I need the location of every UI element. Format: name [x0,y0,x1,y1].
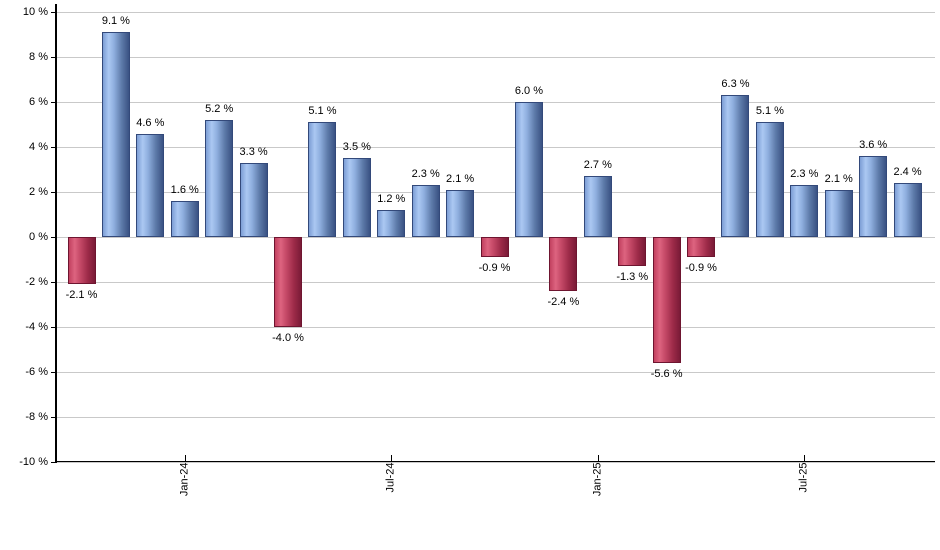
bar-value-label: 2.4 % [893,166,922,178]
bar-value-label: -2.4 % [547,296,580,308]
bar-value-label: 6.0 % [514,85,544,97]
x-axis-tick-label: Jan-24 [178,462,191,497]
gridline [57,147,935,148]
y-axis-tick [51,237,57,238]
gridline [57,57,935,58]
gridline [57,372,935,373]
y-axis-tick [51,282,57,283]
x-axis-tick-label: Jul-24 [384,462,397,493]
bar-value-label: 2.1 % [824,172,853,185]
bar-value-label: 3.5 % [342,141,371,154]
bar-value-label: -2.1 % [65,289,98,302]
y-axis-tick-label: -6 % [25,366,48,378]
bar-value-label: -4.0 % [272,332,304,344]
y-axis-tick [51,462,57,463]
bar-positive [170,201,199,237]
bar-value-label: 6.3 % [721,78,750,91]
y-axis-tick-label: -4 % [25,321,48,333]
bar-negative [480,237,509,258]
y-axis-tick-label: -2 % [25,276,48,288]
bar-positive [755,122,784,237]
bar-value-label: 5.2 % [205,103,234,115]
y-axis-tick-label: 4 % [29,141,48,153]
bar-value-label: 3.6 % [859,139,888,151]
gridline [57,282,935,283]
y-axis-tick [51,372,57,373]
x-axis-tick [391,455,393,462]
y-axis-tick-label: -10 % [19,456,48,468]
bar-positive [136,133,165,237]
bar-positive [239,162,268,237]
bar-value-label: -1.3 % [616,271,649,284]
y-axis-tick [51,102,57,103]
bar-value-label: 9.1 % [101,15,130,28]
x-axis-tick [184,455,186,462]
bar-negative [618,237,647,267]
bar-positive [377,210,406,237]
y-axis-tick [51,327,57,328]
bar-positive [308,122,337,237]
y-axis-tick-label: 8 % [29,51,48,63]
y-axis-tick [51,12,57,13]
x-axis-tick [597,455,599,462]
bar-positive [446,189,475,237]
y-axis-tick-label: 6 % [29,96,48,108]
bar-positive [514,102,543,237]
bar-value-label: 2.1 % [446,172,475,185]
bar-value-label: 4.6 % [136,116,165,129]
x-axis-tick [804,455,806,462]
bar-positive [101,32,130,237]
y-axis-line [55,4,57,463]
bar-negative [652,237,681,363]
bar-value-label: -0.9 % [478,262,511,275]
bar-value-label: 2.3 % [790,168,819,181]
bar-value-label: -5.6 % [650,368,683,380]
bar-negative [274,237,303,327]
y-axis-tick-label: 10 % [22,6,48,18]
bar-negative [687,237,716,258]
y-axis-tick [51,147,57,148]
gridline [57,12,935,13]
y-axis-tick [51,192,57,193]
bar-positive [205,120,234,237]
bar-positive [893,183,922,237]
bar-negative [549,237,578,291]
bar-value-label: 2.3 % [411,168,440,181]
y-axis-tick-label: -8 % [25,411,48,423]
bar-positive [824,189,853,237]
y-axis-tick-label: 0 % [29,231,48,243]
bar-positive [411,185,440,237]
bar-positive [721,95,750,237]
y-axis-tick [51,417,57,418]
bar-positive [790,185,819,237]
bar-value-label: 5.1 % [308,105,337,118]
bar-negative [67,237,96,285]
bar-value-label: -0.9 % [685,262,717,275]
bar-positive [859,156,888,237]
gridline [57,462,935,463]
bar-value-label: 2.7 % [583,159,612,172]
x-axis-tick-label: Jan-25 [591,462,604,497]
bar-value-label: 3.3 % [239,145,268,158]
bar-value-label: 5.1 % [755,105,784,118]
y-axis-tick [51,57,57,58]
gridline [57,102,935,103]
bar-positive [342,158,371,237]
x-axis-tick-label: Jul-25 [797,462,810,493]
y-axis-tick-label: 2 % [29,186,48,198]
gridline [57,417,935,418]
bar-positive [583,176,612,237]
bar-value-label: 1.2 % [377,193,406,205]
gridline [57,327,935,328]
bar-value-label: 1.6 % [170,184,199,196]
gridline [57,192,935,193]
